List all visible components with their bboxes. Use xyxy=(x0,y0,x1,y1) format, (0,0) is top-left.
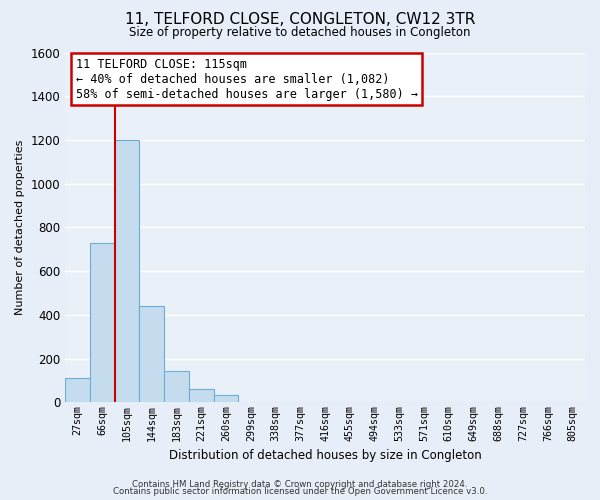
Text: Size of property relative to detached houses in Congleton: Size of property relative to detached ho… xyxy=(129,26,471,39)
Bar xyxy=(90,243,115,402)
Y-axis label: Number of detached properties: Number of detached properties xyxy=(15,140,25,315)
Bar xyxy=(189,390,214,402)
X-axis label: Distribution of detached houses by size in Congleton: Distribution of detached houses by size … xyxy=(169,450,481,462)
Text: Contains public sector information licensed under the Open Government Licence v3: Contains public sector information licen… xyxy=(113,488,487,496)
Bar xyxy=(115,140,139,402)
Bar xyxy=(214,394,238,402)
Text: Contains HM Land Registry data © Crown copyright and database right 2024.: Contains HM Land Registry data © Crown c… xyxy=(132,480,468,489)
Bar xyxy=(65,378,90,402)
Text: 11 TELFORD CLOSE: 115sqm
← 40% of detached houses are smaller (1,082)
58% of sem: 11 TELFORD CLOSE: 115sqm ← 40% of detach… xyxy=(76,58,418,100)
Bar xyxy=(164,370,189,402)
Text: 11, TELFORD CLOSE, CONGLETON, CW12 3TR: 11, TELFORD CLOSE, CONGLETON, CW12 3TR xyxy=(125,12,475,28)
Bar xyxy=(139,306,164,402)
